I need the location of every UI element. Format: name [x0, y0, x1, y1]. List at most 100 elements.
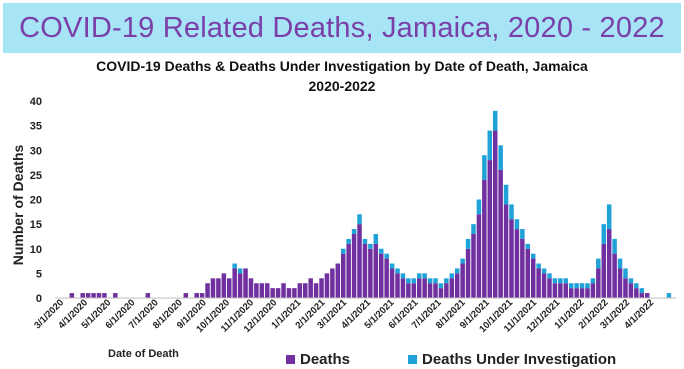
- bar-deaths: [411, 283, 417, 298]
- bar-investigation: [395, 268, 400, 274]
- bar-deaths: [102, 293, 107, 298]
- bar-deaths: [286, 288, 292, 298]
- bar-deaths: [433, 283, 438, 298]
- bar-investigation: [536, 263, 541, 269]
- x-axis-label: Date of Death: [108, 348, 179, 360]
- bar-deaths: [628, 283, 634, 298]
- bar-investigation: [541, 268, 547, 274]
- bar-deaths: [460, 263, 465, 298]
- bar-investigation: [476, 199, 482, 215]
- bar-deaths: [281, 283, 286, 298]
- bar-deaths: [525, 248, 531, 298]
- chart-title-line2: 2020-2022: [308, 78, 376, 94]
- bar-deaths: [389, 268, 395, 298]
- bar-deaths: [617, 268, 623, 298]
- bar-deaths: [400, 278, 406, 298]
- bar-investigation: [471, 224, 476, 234]
- bar-deaths: [297, 283, 303, 298]
- bar-deaths: [362, 243, 368, 298]
- bar-deaths: [346, 243, 351, 298]
- bar-investigation: [558, 278, 563, 284]
- bar-investigation: [585, 283, 590, 289]
- legend-swatch-deaths: [286, 354, 295, 364]
- bar-investigation: [454, 268, 460, 274]
- bar-deaths: [596, 268, 601, 298]
- bar-investigation: [590, 278, 596, 284]
- bar-deaths: [275, 288, 281, 298]
- bar-investigation: [552, 278, 558, 284]
- bar-investigation: [389, 263, 395, 269]
- bar-deaths: [205, 283, 210, 298]
- bar-deaths: [541, 273, 547, 298]
- bar-deaths: [313, 283, 319, 298]
- bar-investigation: [482, 155, 487, 180]
- bar-deaths: [492, 130, 498, 298]
- bar-deaths: [216, 278, 221, 298]
- legend-investigation: Deaths Under Investigation: [408, 350, 616, 368]
- y-tick-label: 20: [30, 195, 42, 207]
- bar-deaths: [335, 263, 341, 298]
- bar-deaths: [574, 288, 579, 298]
- bar-deaths: [194, 293, 199, 298]
- bar-investigation: [492, 110, 498, 131]
- bar-deaths: [427, 283, 433, 298]
- bar-investigation: [362, 238, 368, 244]
- bar-investigation: [427, 278, 433, 284]
- chart-title-line1: COVID-19 Deaths & Deaths Under Investiga…: [96, 58, 588, 74]
- bar-investigation: [666, 293, 672, 298]
- bar-deaths: [422, 278, 427, 298]
- bar-deaths: [221, 273, 227, 298]
- bar-deaths: [644, 293, 650, 298]
- bar-investigation: [525, 243, 531, 249]
- bar-investigation: [514, 219, 520, 230]
- bar-investigation: [623, 268, 628, 279]
- bar-deaths: [590, 283, 596, 298]
- bar-deaths: [395, 273, 400, 298]
- bar-deaths: [85, 293, 91, 298]
- bar-investigation: [438, 283, 444, 289]
- bar-deaths: [416, 278, 422, 298]
- bar-deaths: [482, 179, 487, 298]
- bar-deaths: [520, 238, 525, 298]
- bar-investigation: [563, 278, 569, 284]
- bar-investigation: [232, 263, 237, 269]
- bar-investigation: [634, 283, 639, 289]
- bar-deaths: [340, 253, 346, 298]
- bar-deaths: [237, 273, 243, 298]
- bar-deaths: [368, 248, 373, 298]
- y-axis-ticks: 0 5 10 15 20 25 30 35 40: [30, 96, 42, 305]
- bar-deaths: [438, 288, 444, 298]
- bar-investigation: [596, 258, 601, 269]
- bar-deaths: [243, 268, 248, 298]
- bar-deaths: [444, 283, 449, 298]
- bar-deaths: [503, 204, 509, 298]
- bar-deaths: [113, 293, 118, 298]
- bar-deaths: [639, 293, 645, 298]
- bar-deaths: [378, 253, 384, 298]
- page-banner: COVID-19 Related Deaths, Jamaica, 2020 -…: [3, 3, 681, 53]
- bar-investigation: [384, 253, 389, 259]
- bar-deaths: [265, 283, 270, 298]
- bar-deaths: [357, 224, 362, 298]
- legend-label-investigation: Deaths Under Investigation: [422, 350, 617, 368]
- bar-investigation: [378, 248, 384, 254]
- bar-deaths: [454, 273, 460, 298]
- bar-deaths: [270, 288, 275, 298]
- bar-investigation: [340, 248, 346, 254]
- bar-deaths: [509, 219, 514, 298]
- bar-investigation: [416, 273, 422, 279]
- bar-investigation: [568, 283, 574, 289]
- bar-deaths: [183, 293, 189, 298]
- bar-deaths: [248, 278, 254, 298]
- bar-deaths: [406, 283, 411, 298]
- bar-investigation: [357, 214, 362, 225]
- bar-deaths: [498, 169, 503, 298]
- bar-investigation: [422, 273, 427, 279]
- x-axis-ticks: 3/1/20204/1/20205/1/20206/1/20207/1/2020…: [32, 297, 656, 335]
- y-tick-label: 40: [30, 96, 42, 108]
- bar-investigation: [612, 238, 617, 254]
- bar-deaths: [227, 278, 232, 298]
- bar-deaths: [487, 160, 493, 298]
- bar-investigation: [509, 204, 514, 220]
- bar-investigation: [628, 278, 634, 284]
